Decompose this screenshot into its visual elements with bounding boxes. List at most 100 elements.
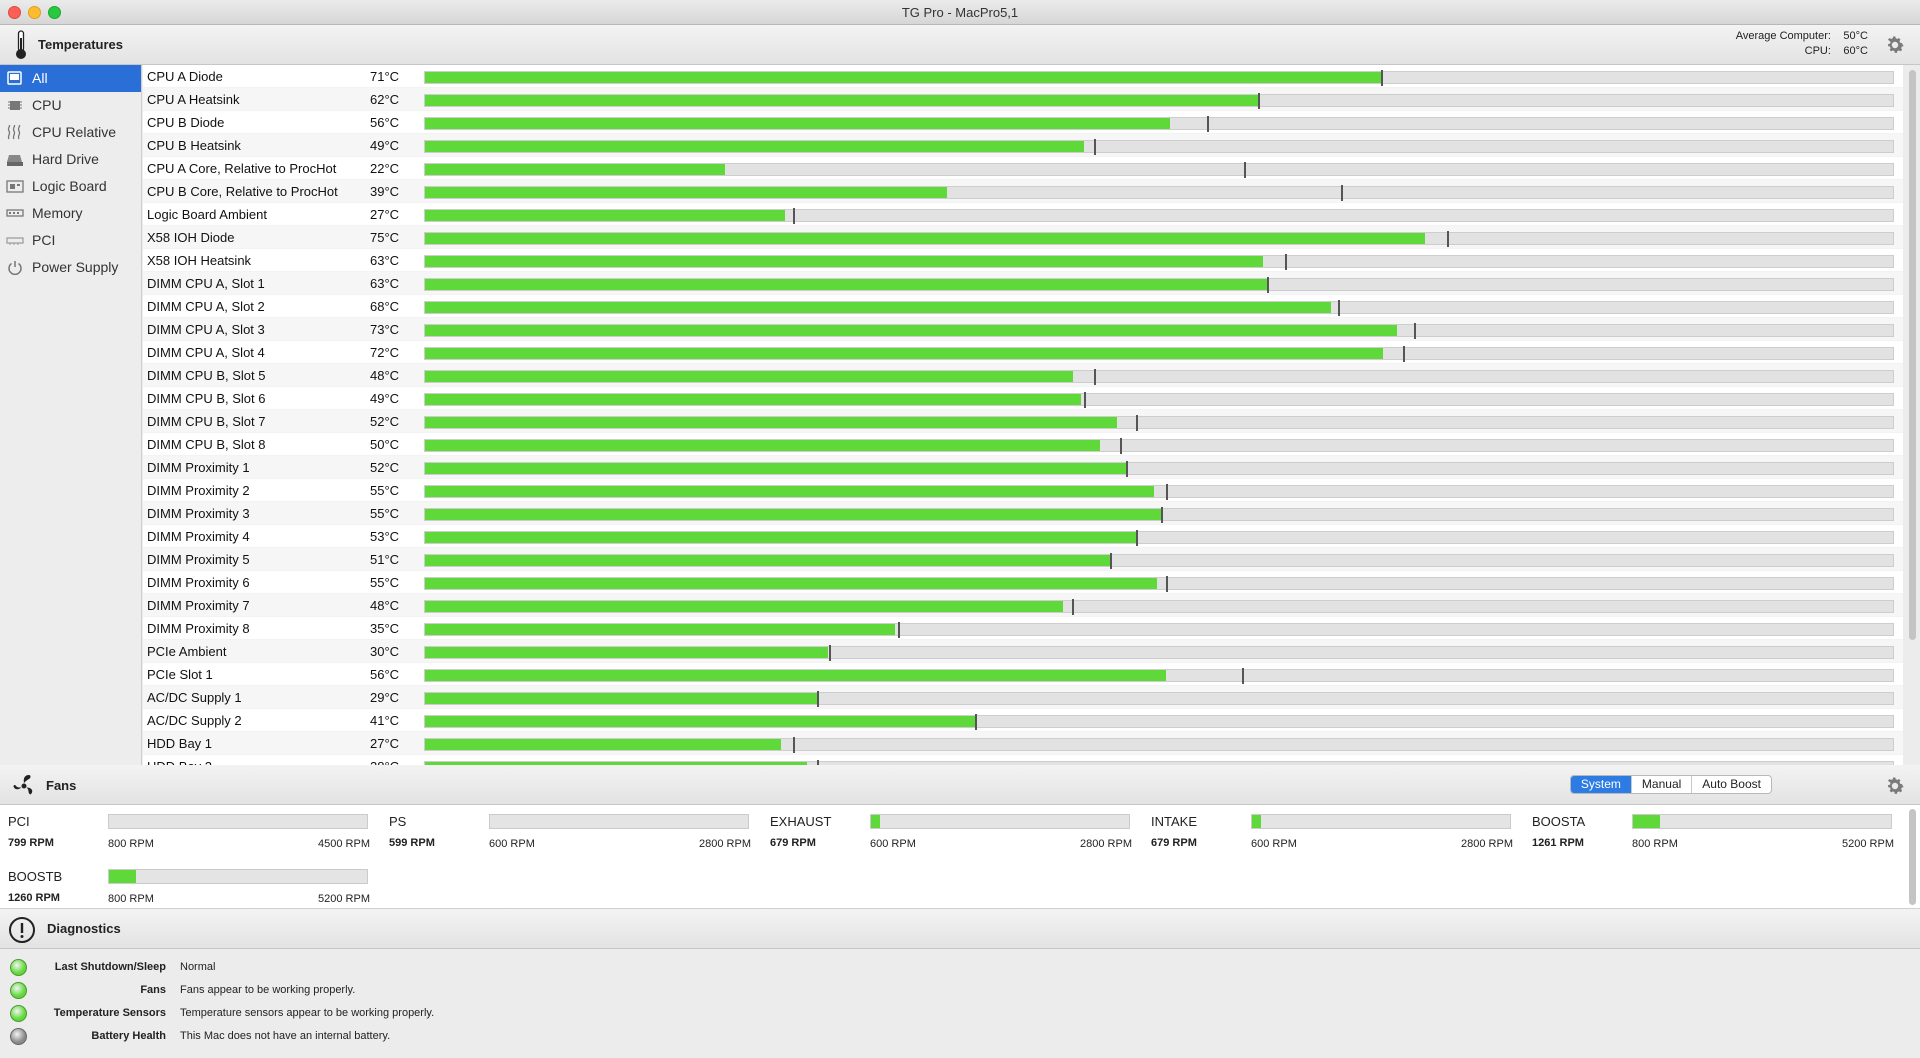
sensor-row[interactable]: X58 IOH Heatsink 63°C [143,249,1903,272]
sidebar-item-power-supply[interactable]: Power Supply [0,254,141,281]
sidebar-item-label: CPU [32,97,62,113]
sensor-row[interactable]: DIMM CPU A, Slot 3 73°C [143,318,1903,341]
temperature-bar-fill [425,762,808,765]
sensor-name: CPU B Heatsink [147,138,241,153]
sidebar-item-label: PCI [32,232,56,248]
sidebar-item-cpu[interactable]: CPU [0,92,141,119]
temperature-bar-fill [425,233,1425,244]
temperature-bar-fill [425,624,896,635]
sensor-row[interactable]: DIMM CPU B, Slot 8 50°C [143,433,1903,456]
fan-mode-manual-button[interactable]: Manual [1630,776,1691,793]
sensor-row[interactable]: CPU B Heatsink 49°C [143,134,1903,157]
minimize-window-button[interactable] [28,6,41,19]
diagnostic-label: Last Shutdown/Sleep [54,961,166,973]
sensor-row[interactable]: HDD Bay 1 27°C [143,732,1903,755]
sensor-row[interactable]: X58 IOH Diode 75°C [143,226,1903,249]
sidebar-item-all[interactable]: All [0,65,141,92]
cpu-average-label: CPU: [1804,45,1831,57]
sidebar-item-memory[interactable]: Memory [0,200,141,227]
temperature-bar-fill [425,509,1162,520]
sensor-row[interactable]: AC/DC Supply 2 41°C [143,709,1903,732]
temperature-bar [424,461,1894,477]
sensor-list[interactable]: CPU A Diode 71°C CPU A Heatsink 62°C CPU B D… [143,65,1903,765]
sensor-row[interactable]: DIMM Proximity 8 35°C [143,617,1903,640]
sensor-row[interactable]: CPU A Core, Relative to ProcHot 22°C [143,157,1903,180]
temperature-bar [424,737,1894,753]
sensor-row[interactable]: DIMM Proximity 2 55°C [143,479,1903,502]
sensor-name: HDD Bay 1 [147,736,213,751]
sensor-row[interactable]: DIMM Proximity 1 52°C [143,456,1903,479]
fan-boosta: BOOSTA 1261 RPM 800 RPM 5200 RPM [1524,805,1894,855]
temperature-bar [424,162,1894,178]
sensor-temperature: 55°C [370,483,400,498]
temperature-bar [424,231,1894,247]
temperature-bar-fill [425,141,1084,152]
max-temperature-marker [792,737,795,753]
sensor-row[interactable]: CPU A Diode 71°C [143,65,1903,88]
fan-name: BOOSTA [1532,814,1586,829]
sensor-name: DIMM CPU B, Slot 5 [147,368,266,383]
temperature-bar-fill [425,210,786,221]
sensor-row[interactable]: DIMM Proximity 6 55°C [143,571,1903,594]
sensor-name: X58 IOH Heatsink [147,253,252,268]
sensor-temperature: 68°C [370,299,400,314]
sensor-row[interactable]: CPU A Heatsink 62°C [143,88,1903,111]
sensor-row[interactable]: DIMM CPU A, Slot 1 63°C [143,272,1903,295]
sensor-name: DIMM CPU A, Slot 2 [147,299,265,314]
temperature-bar [424,484,1894,500]
fan-exhaust: EXHAUST 679 RPM 600 RPM 2800 RPM [762,805,1132,855]
diagnostic-label: Fans [140,984,166,996]
sensor-row[interactable]: DIMM Proximity 3 55°C [143,502,1903,525]
sensor-row[interactable]: DIMM CPU B, Slot 7 52°C [143,410,1903,433]
fan-mode-system-button[interactable]: System [1570,776,1631,793]
sensor-row[interactable]: AC/DC Supply 1 29°C [143,686,1903,709]
max-temperature-marker [1446,231,1449,247]
diagnostic-text: Normal [180,961,216,973]
zoom-window-button[interactable] [48,6,61,19]
temperature-bar-fill [425,371,1074,382]
sensor-row[interactable]: CPU B Diode 56°C [143,111,1903,134]
sensor-row[interactable]: PCIe Slot 1 56°C [143,663,1903,686]
sensor-name: CPU A Diode [147,69,223,84]
fans-scrollbar[interactable] [1909,809,1916,905]
sensor-row[interactable]: DIMM CPU B, Slot 5 48°C [143,364,1903,387]
sensor-name: DIMM CPU A, Slot 3 [147,322,265,337]
sensor-row[interactable]: PCIe Ambient 30°C [143,640,1903,663]
sidebar-item-pci[interactable]: PCI [0,227,141,254]
sensor-row[interactable]: DIMM CPU A, Slot 2 68°C [143,295,1903,318]
sensor-row[interactable]: DIMM Proximity 7 48°C [143,594,1903,617]
sensor-name: DIMM CPU B, Slot 6 [147,391,266,406]
average-computer-value: 50°C [1843,30,1868,42]
sensor-row[interactable]: CPU B Core, Relative to ProcHot 39°C [143,180,1903,203]
fan-max-rpm: 5200 RPM [1842,838,1894,850]
temperature-bar-fill [425,578,1158,589]
sensor-row[interactable]: HDD Bay 2 28°C [143,755,1903,765]
sensor-row[interactable]: Logic Board Ambient 27°C [143,203,1903,226]
fan-mode-auto-boost-button[interactable]: Auto Boost [1691,776,1771,793]
sensor-row[interactable]: DIMM CPU A, Slot 4 72°C [143,341,1903,364]
logic-board-icon [6,180,24,193]
max-temperature-marker [974,714,977,730]
gear-icon[interactable] [1884,34,1906,56]
sensor-temperature: 27°C [370,736,400,751]
sidebar-item-logic-board[interactable]: Logic Board [0,173,141,200]
fan-speed-bar-fill [109,870,137,883]
temperature-bar-fill [425,486,1155,497]
fan-min-rpm: 600 RPM [870,838,916,850]
max-temperature-marker [1258,93,1261,109]
fan-current-rpm: 599 RPM [389,837,435,849]
sensor-name: AC/DC Supply 1 [147,690,242,705]
max-temperature-marker [1120,438,1123,454]
sensor-row[interactable]: DIMM CPU B, Slot 6 49°C [143,387,1903,410]
sensor-list-scrollbar[interactable] [1909,70,1916,640]
sensor-row[interactable]: DIMM Proximity 4 53°C [143,525,1903,548]
close-window-button[interactable] [8,6,21,19]
sensor-row[interactable]: DIMM Proximity 5 51°C [143,548,1903,571]
max-temperature-marker [1161,507,1164,523]
sensor-temperature: 41°C [370,713,400,728]
sidebar-item-hard-drive[interactable]: Hard Drive [0,146,141,173]
fans-gear-icon[interactable] [1884,775,1906,797]
sidebar-item-cpu-relative[interactable]: CPU Relative [0,119,141,146]
diagnostic-text: Fans appear to be working properly. [180,984,356,996]
temperature-bar [424,254,1894,270]
